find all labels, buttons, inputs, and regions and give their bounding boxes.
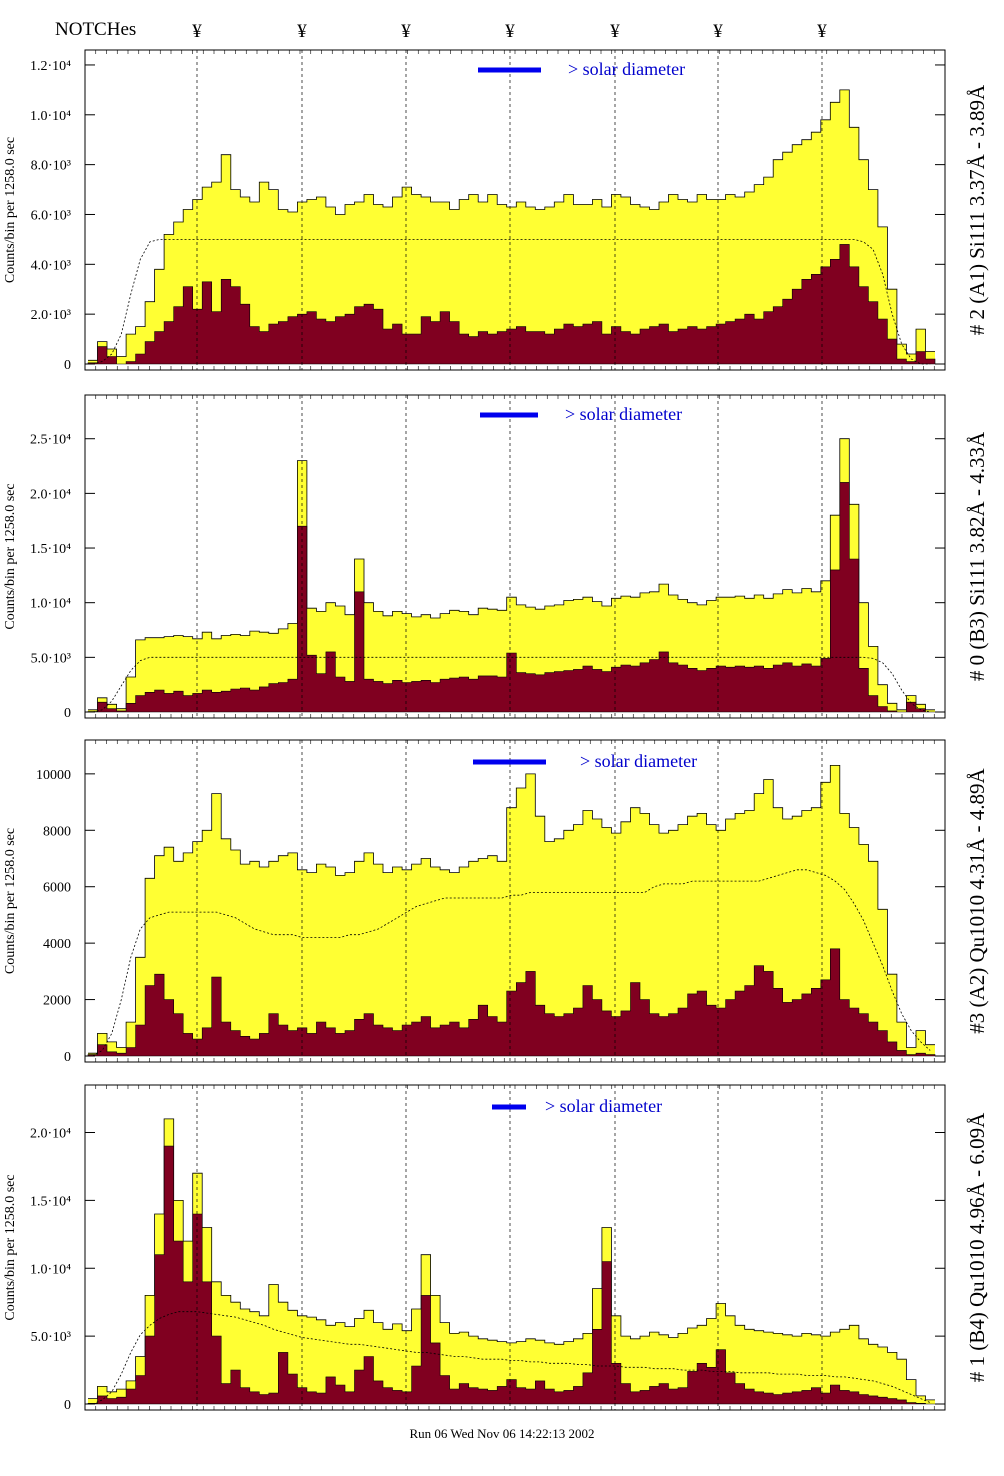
series-model-line (92, 656, 931, 713)
legend-text: > solar diameter (565, 404, 682, 424)
y-tick-label: 8000 (43, 824, 71, 839)
series-total-outline (88, 89, 935, 361)
notch-marker: ¥ (505, 21, 515, 42)
chart-panel-2: 0 5.0·10³ 1.0·10⁴ 1.5·10⁴ 2.0·10⁴ 2.5·10⁴ Coun… (3, 394, 989, 721)
y-tick-label: 2.5·10⁴ (30, 433, 71, 448)
notch-marker: ¥ (297, 21, 307, 42)
y-tick-label: 1.5·10⁴ (30, 1194, 71, 1209)
series-total-outline (88, 438, 935, 711)
series-detail-fill (87, 948, 936, 1057)
chart-panel-1: 0 2.0·10³ 4.0·10³ 6.0·10³ 8.0·10³ 1.0·10⁴ 1.2·… (3, 49, 989, 373)
y-tick-label: 0 (64, 1050, 71, 1065)
y-tick-label: 2.0·10³ (31, 308, 71, 323)
series-detail-fill (87, 244, 936, 365)
y-tick-label: 0 (64, 358, 71, 373)
notch-marker: ¥ (192, 21, 202, 42)
series-total-fill (88, 89, 935, 365)
y-tick-label: 4.0·10³ (31, 258, 71, 273)
notches-label: NOTCHes (55, 19, 137, 40)
y-tick-label: 1.0·10⁴ (30, 597, 71, 612)
panel-side-title: # 0 (B3) Si111 3.82Å - 4.33Å (965, 431, 989, 681)
legend-text: > solar diameter (580, 751, 697, 771)
y-tick-label: 2.0·10⁴ (30, 487, 71, 502)
y-tick-label: 2.0·10⁴ (30, 1127, 71, 1142)
y-tick-label: 1.5·10⁴ (30, 542, 71, 557)
y-tick-label: 0 (64, 706, 71, 721)
y-tick-label: 0 (64, 1398, 71, 1413)
y-tick-label: 6.0·10³ (31, 208, 71, 223)
y-tick-label: 1.2·10⁴ (30, 59, 71, 74)
y-tick-label: 5.0·10³ (31, 651, 71, 666)
panel-side-title: # 1 (B4) Qu1010 4.96Å - 6.09Å (965, 1112, 989, 1382)
y-tick-label: 8.0·10³ (31, 159, 71, 174)
notch-marker: ¥ (817, 21, 827, 42)
series-total-fill (88, 1118, 935, 1404)
chart-panel-3: 0 2000 4000 6000 8000 10000 Counts/bin per 125… (3, 739, 989, 1065)
series-total-outline (88, 765, 935, 1054)
notch-marker: ¥ (610, 21, 620, 42)
y-axis-label: Counts/bin per 1258.0 sec (3, 1174, 18, 1320)
panel-side-title: # 2 (A1) Si111 3.37Å - 3.89Å (965, 84, 989, 335)
y-axis-label: Counts/bin per 1258.0 sec (3, 483, 18, 629)
y-tick-label: 4000 (43, 937, 71, 952)
series-detail-fill (87, 482, 935, 713)
notch-marker: ¥ (401, 21, 411, 42)
y-tick-label: 5.0·10³ (31, 1330, 71, 1345)
y-tick-label: 6000 (43, 881, 71, 896)
series-total-outline (88, 1118, 935, 1401)
y-tick-label: 1.0·10⁴ (30, 1262, 71, 1277)
footer-timestamp: Run 06 Wed Nov 06 14:22:13 2002 (409, 1426, 595, 1441)
series-detail-fill (87, 1145, 935, 1405)
legend-text: > solar diameter (545, 1096, 662, 1116)
y-tick-label: 10000 (36, 768, 71, 783)
legend-text: > solar diameter (568, 59, 685, 79)
chart-panel-4: 0 5.0·10³ 1.0·10⁴ 1.5·10⁴ 2.0·10⁴ Counts/bin … (3, 1084, 989, 1413)
panel-side-title: #3 (A2) Qu1010 4.31Å - 4.89Å (965, 767, 989, 1033)
notch-marker: ¥ (713, 21, 723, 42)
series-model-line (92, 869, 931, 1057)
series-total-fill (88, 765, 935, 1056)
y-axis-label: Counts/bin per 1258.0 sec (3, 828, 18, 974)
y-tick-label: 1.0·10⁴ (30, 109, 71, 124)
y-axis-label: Counts/bin per 1258.0 sec (3, 137, 18, 283)
y-tick-label: 2000 (43, 994, 71, 1009)
